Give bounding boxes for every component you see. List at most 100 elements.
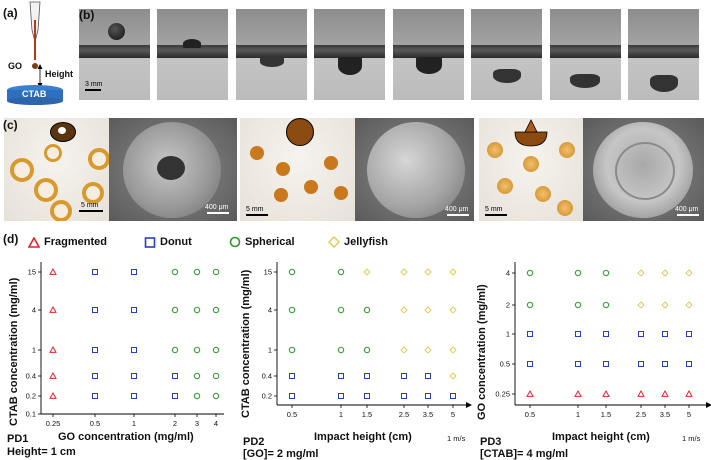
pd2-xtick-label: 1.5: [362, 410, 372, 419]
spherical-optical-photo: 5 mm: [240, 118, 355, 221]
pd1-ytick-label: 15: [28, 268, 36, 277]
pd2-point-jellyfish: [424, 268, 432, 276]
pd3-x-arrow: [706, 402, 711, 408]
pd3-point-donut: [662, 331, 668, 337]
pd2-unit-tick: 1 m/s: [447, 434, 466, 443]
pd3-point-spherical: [526, 301, 534, 309]
pd3-subtitle: [CTAB]= 4 mg/ml: [480, 448, 569, 460]
frame-2: [157, 9, 228, 100]
pd1-point-spherical: [171, 346, 179, 354]
pd1-point-spherical: [212, 372, 220, 380]
pd1-point-donut: [92, 393, 98, 399]
square-icon: [144, 236, 156, 248]
jellyfish-inset-icon: [514, 119, 548, 147]
ctab-label: CTAB: [22, 89, 47, 99]
pd2-point-spherical: [337, 268, 345, 276]
donut-optical-photo: 5 mm: [4, 118, 109, 221]
pd1-ytick-label: 0.2: [26, 392, 36, 401]
frame-3: [236, 9, 307, 100]
pd2-point-spherical: [337, 306, 345, 314]
pd2-point-spherical: [363, 306, 371, 314]
pd1-point-donut: [92, 373, 98, 379]
pd2-ytick-label: 4: [268, 306, 272, 315]
panel-label-b: (b): [79, 8, 95, 22]
pd3-point-donut: [686, 361, 692, 367]
pd2-xtick-label: 0.5: [287, 410, 297, 419]
pd3-point-jellyfish: [661, 301, 669, 309]
pd1-point-spherical: [212, 346, 220, 354]
pd2-ytick-label: 1: [268, 346, 272, 355]
frame-6: [471, 9, 542, 100]
pd1-point-spherical: [193, 306, 201, 314]
pd3-ytick-label: 4: [506, 269, 510, 278]
pd1-ytick-label: 1: [32, 346, 36, 355]
pd2-point-jellyfish: [424, 306, 432, 314]
pd3-point-fragmented: [637, 389, 645, 397]
pd2-point-jellyfish: [449, 372, 457, 380]
pd3-ytick-label: 0.25: [495, 390, 510, 399]
diamond-icon: [328, 236, 340, 248]
frame-4: [314, 9, 385, 100]
pd1-point-fragmented: [49, 305, 57, 313]
panel-label-d: (d): [3, 232, 19, 246]
sem-scale-3: 400 μm: [675, 206, 699, 213]
pd2-xtick-label: 2.5: [399, 410, 409, 419]
pd1-point-spherical: [171, 306, 179, 314]
pd3-point-fragmented: [574, 389, 582, 397]
pd3-point-jellyfish: [637, 301, 645, 309]
circle-icon: [229, 236, 241, 248]
pd1-point-spherical: [212, 392, 220, 400]
pd1-point-donut: [92, 307, 98, 313]
sem-scale-1: 400 μm: [205, 204, 229, 211]
legend-jellyfish: Jellyfish: [328, 236, 388, 248]
frame-1: 3 mm: [79, 9, 150, 100]
spherical-sem-photo: 400 μm: [355, 118, 474, 221]
pd2-point-jellyfish: [400, 268, 408, 276]
legend-fragmented: Fragmented: [28, 236, 107, 248]
pd3-point-donut: [527, 331, 533, 337]
schematic-illustration: [7, 1, 63, 105]
pd1-xtick-label: 0.25: [46, 419, 61, 428]
pd2-point-jellyfish: [424, 346, 432, 354]
pd1-xtick-label: 4: [214, 419, 218, 428]
pd1-point-fragmented: [49, 371, 57, 379]
sem-scale-2: 400 μm: [445, 206, 469, 213]
pd2-point-donut: [289, 373, 295, 379]
pd3-ytick-label: 0.5: [500, 360, 510, 369]
optical-scale-1: 5 mm: [81, 202, 99, 209]
pd3-point-donut: [686, 331, 692, 337]
pd2-point-donut: [450, 393, 456, 399]
pd2-point-jellyfish: [400, 306, 408, 314]
pd3-point-spherical: [574, 269, 582, 277]
pd1-point-spherical: [193, 268, 201, 276]
pd2-point-donut: [425, 373, 431, 379]
pd1-point-fragmented: [49, 345, 57, 353]
pd2-xtick-label: 1: [339, 410, 343, 419]
pd1-ylabel: CTAB concentration (mg/ml): [8, 277, 20, 426]
pd3-point-donut: [662, 361, 668, 367]
pd1-xtick-label: 1: [132, 419, 136, 428]
pd2-xtick-label: 3.5: [423, 410, 433, 419]
pd1-ytick-label: 0.4: [26, 372, 36, 381]
pd3-ytick-label: 1: [506, 330, 510, 339]
pd2-point-spherical: [288, 268, 296, 276]
go-label: GO: [8, 61, 23, 71]
pd3-xtick-label: 0.5: [525, 410, 535, 419]
pd2-ytick-label: 0.4: [262, 372, 272, 381]
pd1-xtick-label: 3: [195, 419, 199, 428]
pd2-x-arrow: [466, 402, 472, 408]
pd2-point-donut: [338, 373, 344, 379]
pd3-xtick-label: 2.5: [636, 410, 646, 419]
pd1-point-donut: [131, 307, 137, 313]
pd1-subtitle: Height= 1 cm: [7, 446, 76, 458]
pd2-ytick-label: 15: [264, 268, 272, 277]
pd3-point-donut: [575, 361, 581, 367]
pd1-point-spherical: [193, 346, 201, 354]
pd2-point-spherical: [288, 346, 296, 354]
pd1-point-donut: [92, 347, 98, 353]
pd3-point-jellyfish: [661, 269, 669, 277]
pd1-tag: PD1: [7, 433, 29, 445]
pd2-point-donut: [425, 393, 431, 399]
donut-sem-photo: 400 μm: [109, 118, 237, 221]
pd3-point-donut: [575, 331, 581, 337]
